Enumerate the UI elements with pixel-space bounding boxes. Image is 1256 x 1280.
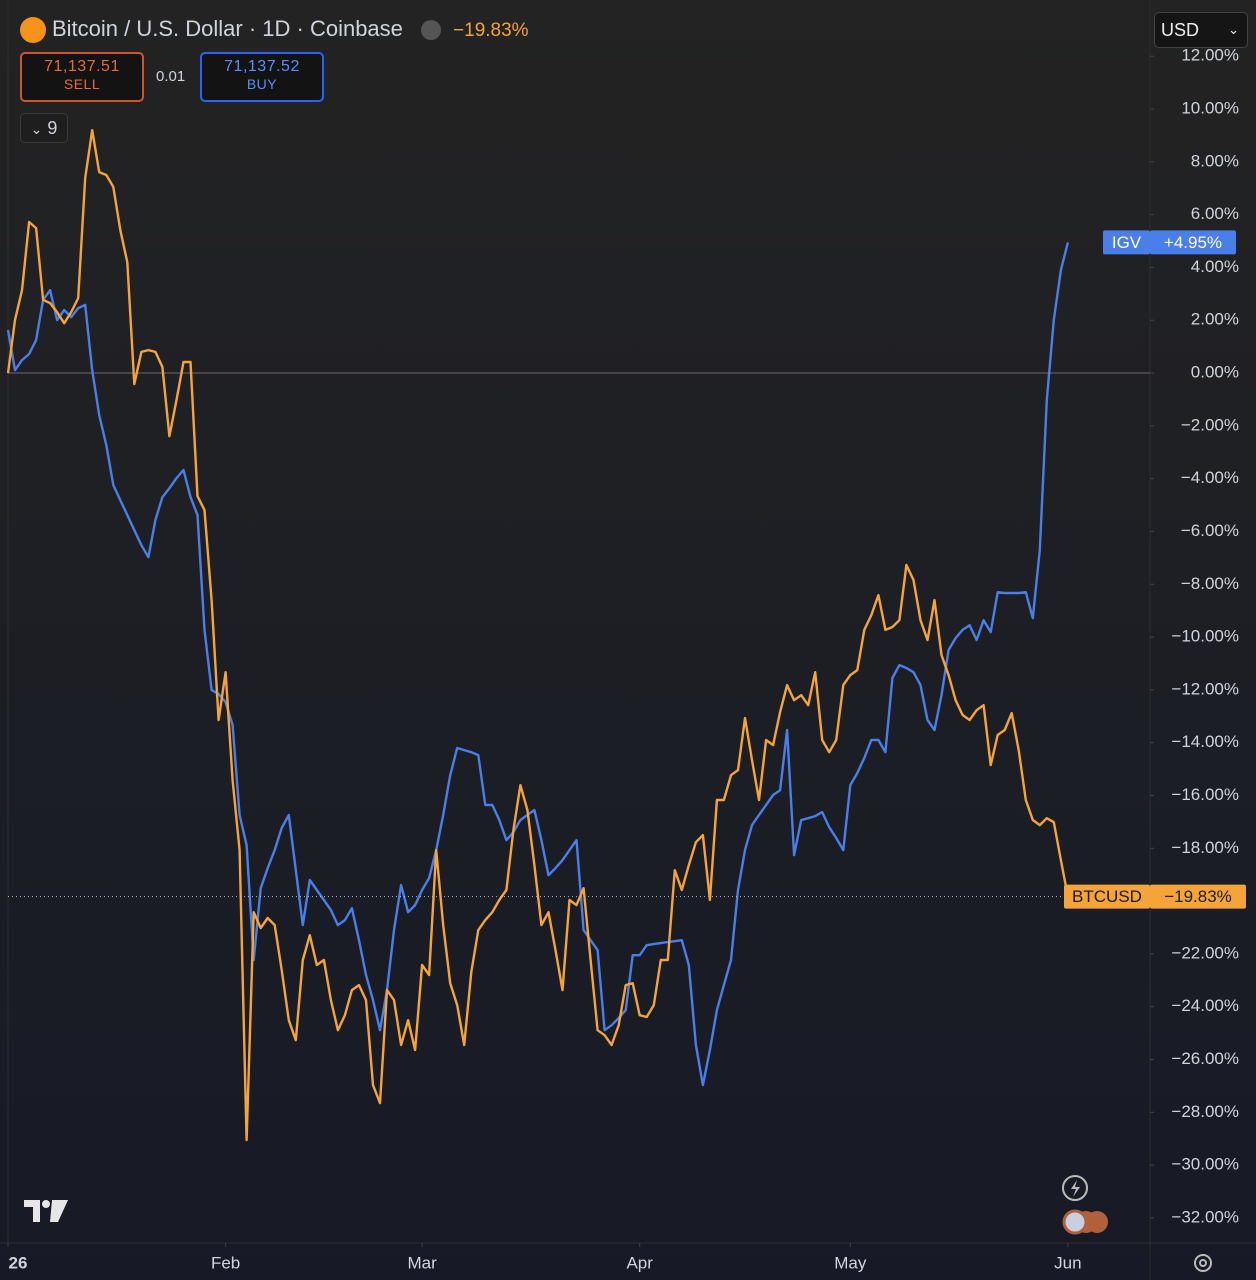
y-tick-label: −28.00% bbox=[1171, 1102, 1239, 1121]
y-tick-label: 10.00% bbox=[1181, 99, 1239, 118]
y-tick-label: 12.00% bbox=[1181, 46, 1239, 65]
y-tick-label: 0.00% bbox=[1191, 363, 1239, 382]
last-value-label: −19.83% bbox=[1164, 887, 1232, 906]
y-tick-label: −22.00% bbox=[1171, 943, 1239, 962]
y-tick-label: −10.00% bbox=[1171, 627, 1239, 646]
currency-select[interactable]: USD ⌄ bbox=[1154, 12, 1248, 48]
series-name: BTCUSD bbox=[1072, 887, 1142, 906]
last-value-badge bbox=[1150, 230, 1236, 255]
y-tick-label: −24.00% bbox=[1171, 996, 1239, 1015]
sell-price: 71,137.51 bbox=[44, 58, 120, 75]
header: Bitcoin / U.S. Dollar · 1D · Coinbase −1… bbox=[20, 16, 529, 44]
y-tick-label: 6.00% bbox=[1191, 204, 1239, 223]
buy-label: BUY bbox=[246, 76, 278, 92]
plot-area: 12.00% 10.00% 8.00% 6.00% 4.00% 2.00% 0.00% −2.… bbox=[6, 46, 1246, 1272]
tradingview-logo bbox=[24, 1200, 68, 1222]
buy-button[interactable]: 71,137.52 BUY bbox=[200, 52, 324, 102]
status-dot bbox=[421, 20, 442, 41]
buy-price: 71,137.52 bbox=[224, 58, 300, 75]
chevron: ⌄ bbox=[30, 121, 43, 137]
y-tick-label: 2.00% bbox=[1191, 310, 1239, 329]
last-value-label: +4.95% bbox=[1164, 233, 1222, 252]
event-icons bbox=[1062, 1175, 1108, 1235]
chevron: ⌄ bbox=[1228, 22, 1239, 37]
x-tick-label: Apr bbox=[626, 1253, 653, 1272]
x-tick-label: Jun bbox=[1054, 1253, 1081, 1272]
indicator-count: 9 bbox=[47, 118, 58, 138]
y-tick-label: 4.00% bbox=[1191, 257, 1239, 276]
sell-button[interactable]: 71,137.51 SELL bbox=[20, 52, 144, 102]
series-name-badge bbox=[1064, 884, 1150, 909]
indicators-toggle[interactable]: ⌄ 9 bbox=[20, 113, 68, 143]
x-tick-label: Mar bbox=[407, 1253, 437, 1272]
series-line bbox=[6, 129, 1070, 1142]
x-tick-label: May bbox=[834, 1253, 867, 1272]
y-tick-label: −30.00% bbox=[1171, 1155, 1239, 1174]
bitcoin-icon bbox=[20, 17, 46, 44]
x-tick-label: Feb bbox=[211, 1253, 240, 1272]
currency: USD bbox=[1161, 20, 1200, 40]
y-tick-label: −4.00% bbox=[1181, 468, 1239, 487]
change: −19.83% bbox=[453, 20, 529, 41]
spread: 0.01 bbox=[156, 68, 186, 85]
sell-label: SELL bbox=[63, 76, 101, 92]
y-tick-label: −16.00% bbox=[1171, 785, 1239, 804]
y-tick-label: −26.00% bbox=[1171, 1049, 1239, 1068]
y-tick-label: −18.00% bbox=[1171, 838, 1239, 857]
last-value-badge bbox=[1150, 884, 1246, 909]
y-tick-label: −32.00% bbox=[1171, 1207, 1239, 1226]
y-tick-label: −6.00% bbox=[1181, 521, 1239, 540]
symbol-title: Bitcoin / U.S. Dollar · 1D · Coinbase bbox=[52, 16, 403, 41]
series-line bbox=[6, 242, 1070, 1087]
y-tick-label: −8.00% bbox=[1181, 574, 1239, 593]
y-tick-label: −12.00% bbox=[1171, 679, 1239, 698]
series-name-badge bbox=[1103, 230, 1150, 255]
x-tick-label: 26 bbox=[9, 1253, 28, 1272]
y-tick-label: −14.00% bbox=[1171, 732, 1239, 751]
settings-icon[interactable] bbox=[1194, 1254, 1212, 1272]
series-name: IGV bbox=[1112, 233, 1142, 252]
y-tick-label: 8.00% bbox=[1191, 151, 1239, 170]
y-tick-label: −2.00% bbox=[1181, 415, 1239, 434]
